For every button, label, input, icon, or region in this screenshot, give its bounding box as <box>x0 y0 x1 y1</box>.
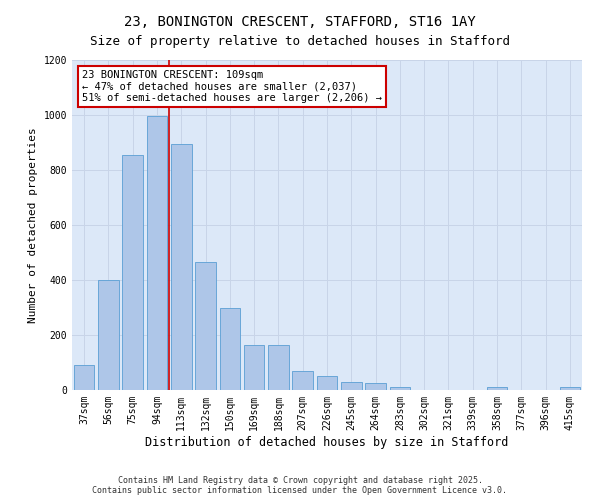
Text: Contains HM Land Registry data © Crown copyright and database right 2025.
Contai: Contains HM Land Registry data © Crown c… <box>92 476 508 495</box>
Bar <box>487 387 508 390</box>
Bar <box>560 387 580 390</box>
Bar <box>268 344 289 390</box>
Y-axis label: Number of detached properties: Number of detached properties <box>28 127 38 323</box>
Bar <box>220 308 240 390</box>
Bar <box>365 383 386 390</box>
Bar <box>341 382 362 390</box>
Bar <box>292 371 313 390</box>
Bar <box>146 116 167 390</box>
Bar <box>317 376 337 390</box>
Bar <box>122 155 143 390</box>
Bar <box>98 280 119 390</box>
Bar <box>74 365 94 390</box>
Bar <box>195 262 216 390</box>
Bar <box>244 344 265 390</box>
Text: 23 BONINGTON CRESCENT: 109sqm
← 47% of detached houses are smaller (2,037)
51% o: 23 BONINGTON CRESCENT: 109sqm ← 47% of d… <box>82 70 382 103</box>
X-axis label: Distribution of detached houses by size in Stafford: Distribution of detached houses by size … <box>145 436 509 448</box>
Text: Size of property relative to detached houses in Stafford: Size of property relative to detached ho… <box>90 35 510 48</box>
Bar <box>171 144 191 390</box>
Bar <box>389 387 410 390</box>
Text: 23, BONINGTON CRESCENT, STAFFORD, ST16 1AY: 23, BONINGTON CRESCENT, STAFFORD, ST16 1… <box>124 15 476 29</box>
